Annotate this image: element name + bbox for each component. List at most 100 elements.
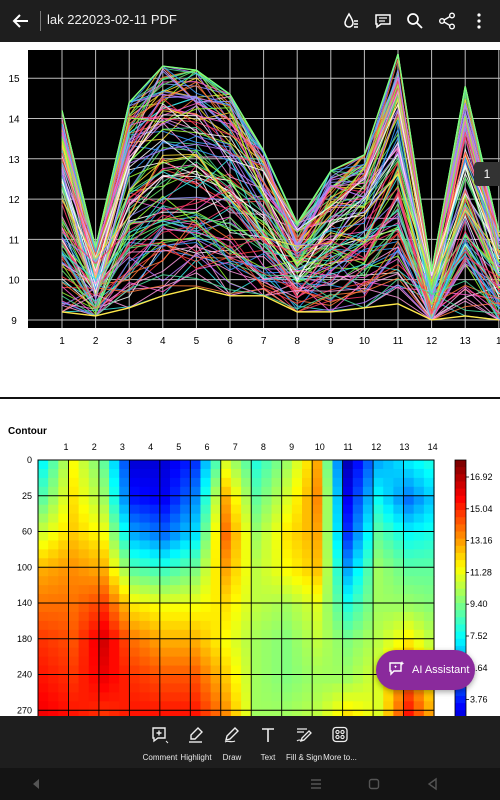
heatmap-cell <box>332 576 344 586</box>
heatmap-cell <box>230 531 242 542</box>
nav-back-triangle-icon[interactable] <box>424 776 440 792</box>
heatmap-cell <box>352 468 364 479</box>
heatmap-cell <box>210 701 222 711</box>
heatmap-cell <box>302 522 313 533</box>
y-tick-label: 270 <box>17 705 32 715</box>
colorbar-segment <box>455 502 466 511</box>
heatmap-cell <box>139 567 151 577</box>
heatmap-cell <box>403 504 415 515</box>
heatmap-cell <box>139 611 151 622</box>
overflow-menu-icon[interactable] <box>466 8 492 34</box>
heatmap-cell <box>271 594 283 604</box>
series-line <box>61 119 500 307</box>
tool-fill-sign[interactable]: Fill & Sign <box>286 716 322 768</box>
colorbar-segment <box>455 638 466 647</box>
heatmap-cell <box>190 710 202 716</box>
heatmap-cell <box>190 567 202 577</box>
heatmap-cell <box>261 647 273 658</box>
heatmap-cell <box>342 540 354 550</box>
heatmap-cell <box>261 701 273 711</box>
heatmap-cell <box>251 585 262 595</box>
tool-label: Text <box>260 753 276 762</box>
heatmap-cell <box>88 531 100 542</box>
heatmap-cell <box>139 665 151 676</box>
nav-recents-icon[interactable] <box>308 776 324 792</box>
share-icon[interactable] <box>434 8 460 34</box>
page-number-indicator[interactable]: 1 <box>474 162 500 186</box>
heatmap-cell <box>291 513 303 524</box>
heatmap-cell <box>48 477 59 488</box>
heatmap-cell <box>149 594 161 604</box>
heatmap-cell <box>190 558 202 568</box>
tool-comment[interactable]: Comment <box>143 716 177 768</box>
heatmap-cell <box>109 665 120 676</box>
heatmap-cell <box>322 558 334 568</box>
heatmap-cell <box>88 558 100 568</box>
heatmap-cell <box>149 531 161 542</box>
heatmap-cell <box>139 638 151 649</box>
tool-text[interactable]: Text <box>252 716 284 768</box>
heatmap-cell <box>281 683 293 693</box>
heatmap-cell <box>393 629 405 640</box>
heatmap-cell <box>48 549 59 559</box>
comments-icon[interactable] <box>370 8 396 34</box>
heatmap-cell <box>210 549 222 559</box>
heatmap-cell <box>322 468 334 479</box>
heatmap-cell <box>302 486 313 497</box>
heatmap-cell <box>129 522 141 533</box>
series-line <box>61 219 500 308</box>
heatmap-cell <box>403 629 415 640</box>
heatmap-cell <box>342 647 354 658</box>
heatmap-cell <box>38 692 49 702</box>
tool-draw[interactable]: Draw <box>216 716 248 768</box>
heatmap-cell <box>403 540 415 550</box>
document-viewport[interactable]: 15 14 13 12 11 10 9 1 2 3 4 5 6 7 8 9 10 11 12 13 1 1 Contou… <box>0 42 500 716</box>
heatmap-cell <box>109 540 120 550</box>
heatmap-cell <box>302 611 313 622</box>
heatmap-cell <box>139 549 151 559</box>
heatmap-cell <box>261 603 273 613</box>
heatmap-cell <box>190 549 202 559</box>
heatmap-cell <box>241 629 252 640</box>
heatmap-cell <box>170 674 181 685</box>
heatmap-cell <box>241 656 252 667</box>
tool-more[interactable]: More to... <box>323 716 357 768</box>
heatmap-cell <box>159 460 171 470</box>
heatmap-cell <box>423 594 435 604</box>
nav-back-icon[interactable] <box>28 776 44 792</box>
heatmap-cell <box>352 549 364 559</box>
heatmap-cell <box>220 647 232 658</box>
search-icon[interactable] <box>402 8 428 34</box>
x-tick-label: 2 <box>92 442 97 452</box>
heatmap-cell <box>332 558 344 568</box>
heatmap-cell <box>119 549 130 559</box>
colorbar-tick-label: 3.76 <box>470 695 488 705</box>
heatmap-cell <box>139 540 151 550</box>
back-arrow-icon[interactable] <box>8 8 34 34</box>
heatmap-cell <box>393 594 405 604</box>
heatmap-cell <box>170 495 181 506</box>
liquid-mode-icon[interactable] <box>338 8 364 34</box>
heatmap-cell <box>342 549 354 559</box>
heatmap-cell <box>423 486 435 497</box>
heatmap-cell <box>170 460 181 470</box>
heatmap-cell <box>423 531 435 542</box>
heatmap-cell <box>312 674 323 685</box>
heatmap-cell <box>352 513 364 524</box>
tool-highlight[interactable]: Highlight <box>180 716 212 768</box>
heatmap-cell <box>98 674 110 685</box>
heatmap-cell <box>190 692 202 702</box>
heatmap-cell <box>119 701 130 711</box>
nav-home-icon[interactable] <box>366 776 382 792</box>
heatmap-cell <box>78 710 90 716</box>
ai-assistant-button[interactable]: AI Assistant <box>376 650 475 690</box>
heatmap-cell <box>312 495 323 506</box>
heatmap-cell <box>139 486 151 497</box>
heatmap-cell <box>312 504 323 515</box>
heatmap-cell <box>251 460 262 470</box>
heatmap-cell <box>149 701 161 711</box>
heatmap-cell <box>109 594 120 604</box>
heatmap-cell <box>261 477 273 488</box>
heatmap-cell <box>38 549 49 559</box>
heatmap-cell <box>241 495 252 506</box>
